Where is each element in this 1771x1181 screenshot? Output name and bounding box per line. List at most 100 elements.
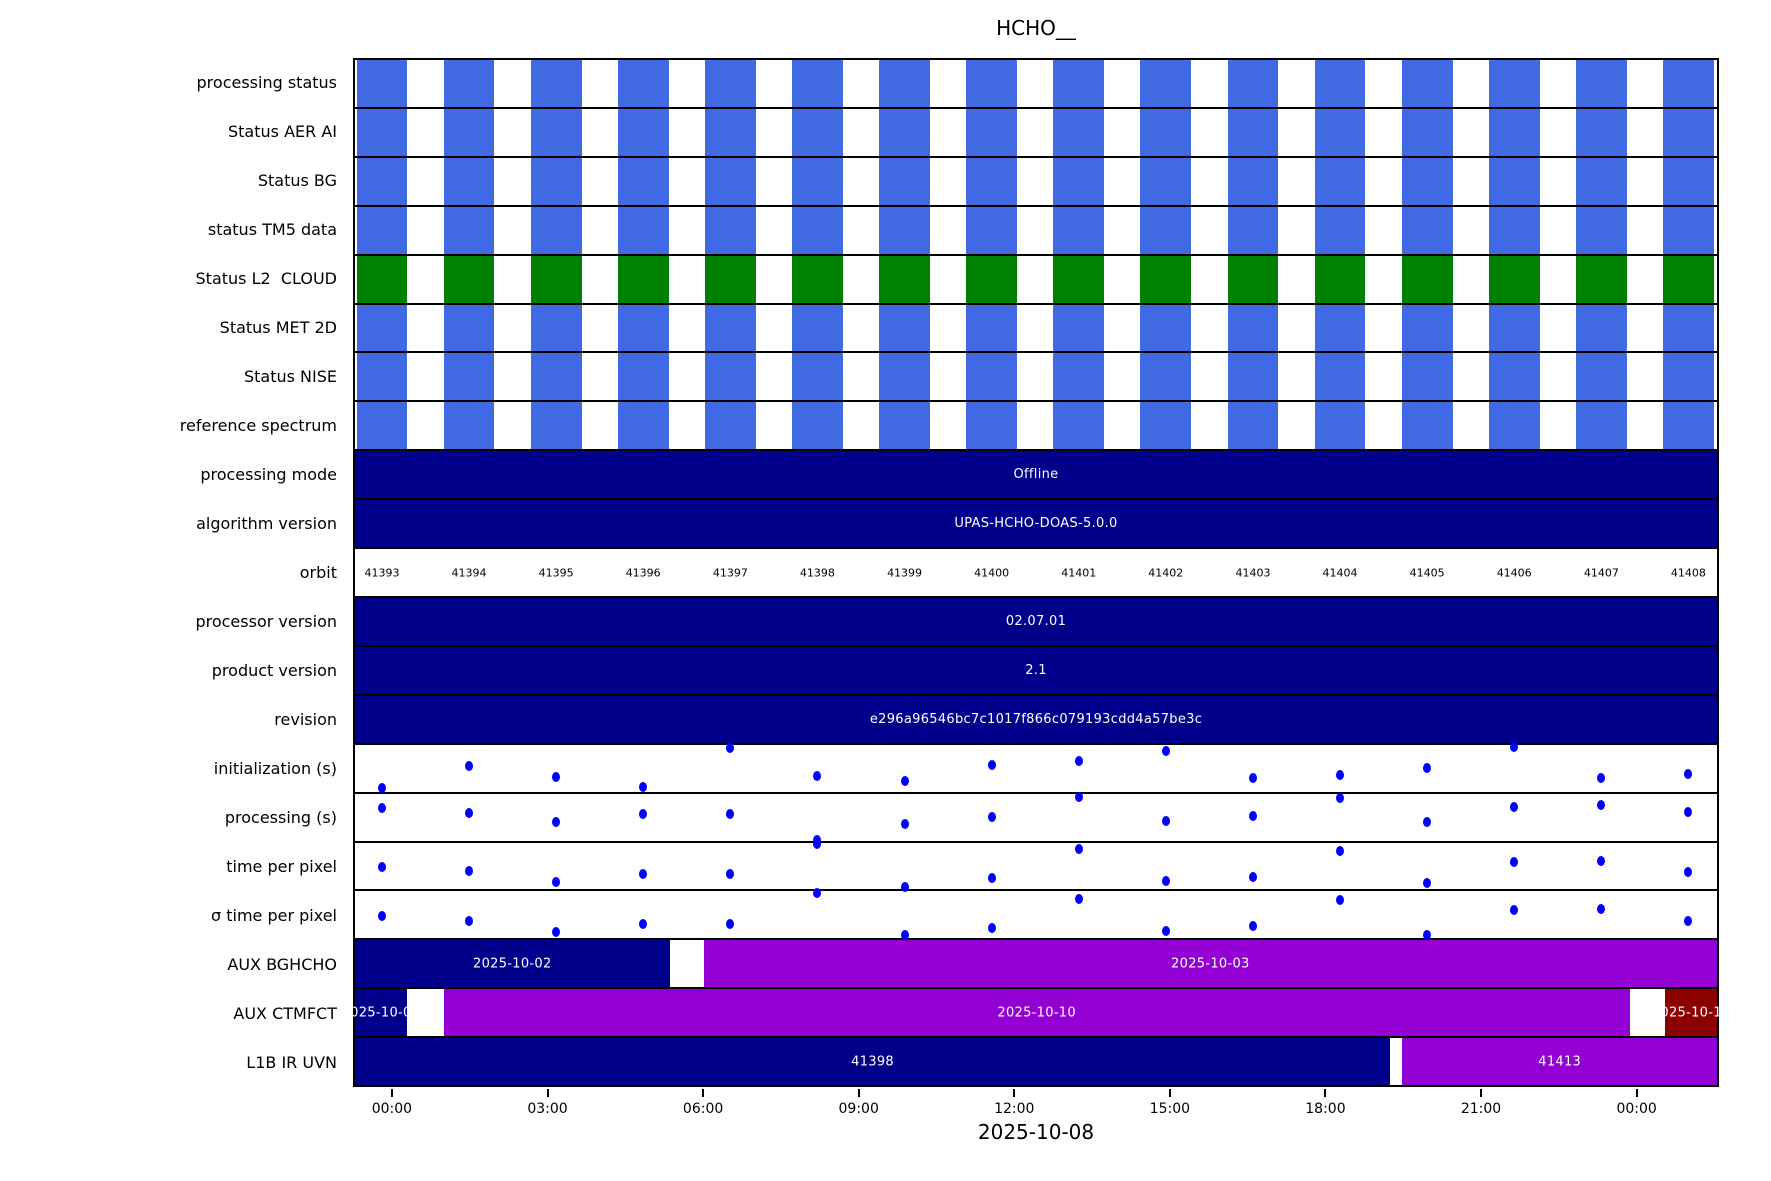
row-segments: 41398 41413 (355, 1038, 1717, 1086)
scatter-dot (987, 872, 996, 883)
scatter-dot (726, 809, 735, 820)
tick-label: 03:00 (527, 1101, 568, 1117)
status-bar (1314, 353, 1366, 401)
status-bar (791, 157, 843, 205)
status-bar (1053, 108, 1105, 156)
status-bar (1488, 402, 1540, 450)
status-bar (879, 108, 930, 156)
status-bar (1401, 255, 1453, 303)
timeline-segment (355, 1038, 1391, 1086)
row-label: processing status (196, 73, 337, 92)
status-bar (530, 353, 582, 401)
status-bar (1314, 60, 1366, 107)
segment-label: 2025-10-11 (1651, 1005, 1731, 1021)
status-bar (443, 255, 495, 303)
orbit-number: 41405 (1409, 566, 1445, 580)
status-bar (530, 108, 582, 156)
row-orbit: 41393 41394 41395 41396 41397 41398 41399 41400… (355, 549, 1717, 598)
scatter-dot (1074, 755, 1083, 766)
status-bar (443, 304, 495, 352)
status-bar (966, 255, 1017, 303)
status-bar (966, 60, 1017, 107)
tick-mark (1480, 1089, 1483, 1097)
scatter-dot (900, 818, 909, 829)
status-bar (443, 353, 495, 401)
status-bar (1314, 206, 1366, 254)
status-bar (1140, 206, 1192, 254)
orbit-number: 41408 (1670, 566, 1706, 580)
status-bar (791, 255, 843, 303)
tick-label: 18:00 (1305, 1101, 1346, 1117)
row-segments: 2025-10-02 2025-10-03 (355, 940, 1717, 990)
orbit-number: 41395 (538, 566, 574, 580)
orbit-number: 41393 (364, 566, 400, 580)
status-bar (966, 353, 1017, 401)
status-bar (966, 206, 1017, 254)
status-bar (1575, 353, 1627, 401)
tick-label: 06:00 (682, 1101, 724, 1117)
status-bar (1227, 304, 1279, 352)
tick-mark (390, 1089, 393, 1097)
status-bar (1662, 402, 1714, 450)
tick-mark (1013, 1089, 1016, 1097)
status-bar (356, 255, 408, 303)
segment-label: 2025-10-10 (997, 1005, 1076, 1021)
status-bar (1227, 353, 1279, 401)
status-bar (617, 60, 669, 107)
plot-area: Offline UPAS-HCHO-DOAS-5.0.0 41393 41394 413… (342, 58, 1730, 1087)
row-label: processing mode (200, 465, 337, 484)
value-text: 02.07.01 (1005, 613, 1067, 629)
status-bar (356, 108, 408, 156)
scatter-dot (639, 869, 648, 880)
status-bar (1314, 108, 1366, 156)
status-bar (530, 402, 582, 450)
scatter-dot (987, 811, 996, 822)
status-bar (879, 157, 930, 205)
orbit-number: 41403 (1235, 566, 1271, 580)
status-bar (1227, 108, 1279, 156)
status-bar (1488, 157, 1540, 205)
orbit-number: 41397 (712, 566, 748, 580)
scatter-dot (639, 809, 648, 820)
tick-label: 09:00 (838, 1101, 879, 1117)
scatter-dot (1074, 844, 1083, 855)
status-bar (1575, 402, 1627, 450)
status-bar (966, 108, 1017, 156)
status-bar (1575, 304, 1627, 352)
scatter-dot (1248, 810, 1257, 821)
status-bar (879, 353, 930, 401)
status-bar (617, 402, 669, 450)
value-text: 2.1 (1025, 662, 1047, 678)
status-bar (617, 157, 669, 205)
status-bar (1662, 255, 1714, 303)
status-bar (1575, 60, 1627, 107)
scatter-dot (1510, 741, 1519, 752)
value-text: e296a96546bc7c1017f866c079193cdd4a57be3c (869, 711, 1203, 727)
row-label: L1B IR UVN (246, 1053, 337, 1072)
status-bar (1053, 353, 1105, 401)
scatter-dot (900, 881, 909, 892)
scatter-dot (813, 888, 822, 899)
segment-label: 2025-10-09 (341, 1005, 421, 1021)
segment-label: 41398 (851, 1054, 894, 1070)
scatter-dot (464, 760, 473, 771)
scatter-dot (464, 866, 473, 877)
row-segments: 2025-10-09 2025-10-10 2025-10-11 (342, 989, 1730, 1039)
status-bar (443, 206, 495, 254)
status-bar (1314, 402, 1366, 450)
status-bar (1314, 304, 1366, 352)
scatter-dot (377, 782, 386, 793)
scatter-dot (1161, 815, 1170, 826)
row-value: 2.1 (355, 646, 1717, 696)
row-bars (355, 402, 1717, 452)
status-bar (1227, 402, 1279, 450)
orbit-number: 41394 (451, 566, 487, 580)
status-bar (791, 402, 843, 450)
row-value: e296a96546bc7c1017f866c079193cdd4a57be3c (355, 695, 1717, 745)
scatter-dot (1597, 855, 1606, 866)
status-bar (1227, 255, 1279, 303)
row-scatter (355, 888, 1717, 941)
row-label: algorithm version (196, 514, 337, 533)
status-bar (1662, 60, 1714, 107)
orbit-number: 41399 (887, 566, 923, 580)
